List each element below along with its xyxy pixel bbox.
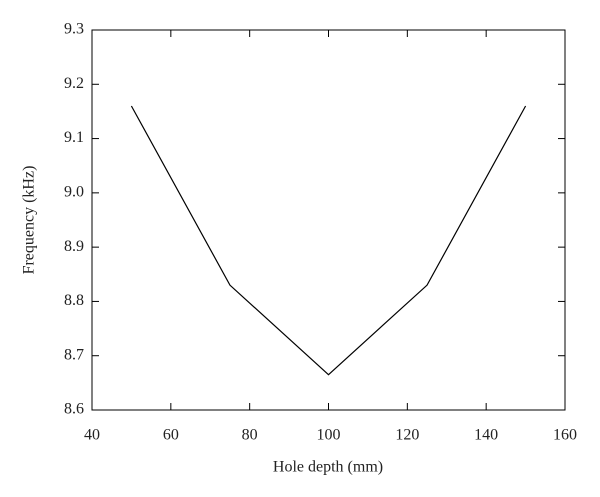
line-series (130, 105, 527, 376)
y-tick-label: 9.2 (64, 75, 84, 92)
y-tick-label: 9.0 (64, 184, 84, 201)
x-tick-label: 80 (242, 427, 258, 444)
y-tick-label: 9.1 (64, 129, 84, 146)
y-tick-label: 8.6 (64, 401, 84, 418)
y-tick-label: 8.7 (64, 346, 84, 363)
y-tick-label: 9.3 (64, 21, 84, 38)
y-axis-label: Frequency (kHz) (21, 166, 38, 275)
x-tick-label: 100 (317, 427, 341, 444)
x-tick-label: 40 (84, 427, 100, 444)
x-tick-label: 140 (474, 427, 498, 444)
plot-frame (91, 29, 566, 411)
x-tick-label: 120 (395, 427, 419, 444)
x-tick-label: 60 (163, 427, 179, 444)
x-tick-label: 160 (553, 427, 577, 444)
y-tick-label: 8.9 (64, 238, 84, 255)
x-axis-label: Hole depth (mm) (273, 459, 383, 476)
y-tick-label: 8.8 (64, 292, 84, 309)
